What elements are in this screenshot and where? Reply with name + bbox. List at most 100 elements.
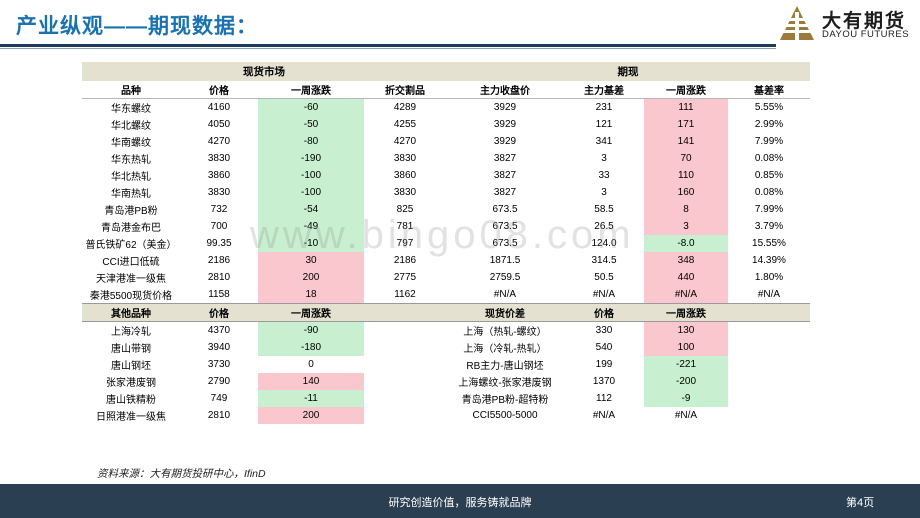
- table-row: CCI进口低硫 2186 30 2186 1871.5 314.5 348 14.39%: [82, 252, 810, 269]
- table-cell: 18: [258, 286, 364, 304]
- table-cell: 0.85%: [754, 170, 784, 181]
- table-cell: 上海冷轧: [111, 327, 151, 338]
- table-cell: #N/A: [674, 410, 698, 421]
- title-divider-thin: [0, 48, 776, 49]
- column-header: 一周涨跌: [644, 81, 728, 99]
- table-cell: 2186: [393, 255, 417, 266]
- table-cell: RB主力-唐山钢坯: [466, 361, 544, 372]
- table-cell: 673.5: [492, 204, 518, 215]
- table-cell: 3.79%: [754, 221, 784, 232]
- table-cell: 111: [644, 98, 728, 116]
- company-logo: 大有期货 DAYOU FUTURES: [778, 4, 918, 44]
- table-cell: 青岛港PB粉-超特粉: [461, 395, 549, 406]
- column-header-row: 品种 价格 一周涨跌 折交割品 主力收盘价 主力基差 一周涨跌 基差率: [82, 81, 810, 99]
- table-cell: [728, 373, 810, 390]
- table-row: 日照港准一级焦 2810 200 CCI5500-5000 #N/A #N/A: [82, 407, 810, 424]
- table-cell: 0: [308, 359, 314, 370]
- table-row: 张家港废钢 2790 140 上海螺纹-张家港废钢 1370 -200: [82, 373, 810, 390]
- column-header: 折交割品: [364, 81, 446, 99]
- table-row: 青岛港PB粉 732 -54 825 673.5 58.5 8 7.99%: [82, 201, 810, 218]
- table-cell: 青岛港PB粉: [104, 206, 158, 217]
- table-cell: 3: [644, 218, 728, 235]
- table-cell: 3830: [393, 187, 417, 198]
- table-cell: 4289: [393, 102, 417, 113]
- secondary-header-row: 其他品种 价格 一周涨跌 现货价差 价格 一周涨跌: [82, 303, 810, 322]
- table-cell: [728, 407, 810, 424]
- table-cell: 2775: [393, 272, 417, 283]
- table-cell: 341: [595, 136, 613, 147]
- table-cell: 99.35: [206, 238, 232, 249]
- table-cell: 上海（冷轧-热轧）: [463, 344, 547, 355]
- table-cell: 4160: [207, 102, 231, 113]
- table-cell: 130: [644, 321, 728, 339]
- table-cell: 2810: [207, 272, 231, 283]
- table-cell: 673.5: [492, 221, 518, 232]
- table-cell: [728, 339, 810, 356]
- table-cell: 171: [644, 116, 728, 133]
- table-cell: 华北热轧: [111, 172, 151, 183]
- table-cell: 3929: [493, 136, 517, 147]
- column-header: 一周涨跌: [258, 81, 364, 99]
- table-cell: 14.39%: [752, 255, 786, 266]
- table-cell: 1.80%: [754, 272, 784, 283]
- table-cell: 50.5: [594, 272, 614, 283]
- table-cell: -50: [258, 116, 364, 133]
- table-cell: -10: [258, 235, 364, 252]
- table-cell: 732: [210, 204, 228, 215]
- table-cell: 5.55%: [754, 102, 784, 113]
- table-cell: 231: [595, 102, 613, 113]
- table-cell: 唐山带钢: [111, 344, 151, 355]
- table-cell: #N/A: [592, 410, 616, 421]
- table-cell: 3: [601, 187, 607, 198]
- table-cell: -54: [258, 201, 364, 218]
- table-cell: 4370: [207, 325, 231, 336]
- table-cell: 124.0: [591, 238, 617, 249]
- table-cell: 日照港准一级焦: [96, 412, 166, 423]
- logo-name-en: DAYOU FUTURES: [822, 29, 910, 40]
- table-cell: 15.55%: [752, 238, 786, 249]
- table-cell: -9: [644, 390, 728, 407]
- table-cell: 33: [598, 170, 610, 181]
- table-row: 华北热轧 3860 -100 3860 3827 33 110 0.85%: [82, 167, 810, 184]
- table-row: 秦港5500现货价格 1158 18 1162 #N/A #N/A #N/A #N/A: [82, 286, 810, 304]
- table-cell: 0.08%: [754, 187, 784, 198]
- table-cell: -100: [258, 184, 364, 201]
- table-cell: 30: [258, 252, 364, 269]
- table-cell: 张家港废钢: [106, 378, 156, 389]
- table-cell: [364, 339, 446, 356]
- table-cell: 110: [644, 167, 728, 184]
- table-cell: 3830: [207, 187, 231, 198]
- table-cell: 2759.5: [489, 272, 521, 283]
- table-cell: 160: [644, 184, 728, 201]
- table-cell: [364, 407, 446, 424]
- table-cell: 700: [210, 221, 228, 232]
- table-cell: [364, 356, 446, 373]
- table-cell: 青岛港金布巴: [101, 223, 161, 234]
- title-divider: [0, 44, 776, 47]
- table-cell: 华南螺纹: [111, 138, 151, 149]
- table-cell: [364, 373, 446, 390]
- table-cell: 348: [644, 252, 728, 269]
- table-row: 华东螺纹 4160 -60 4289 3929 231 111 5.55%: [82, 98, 810, 116]
- table-cell: 797: [396, 238, 414, 249]
- column-header: 价格: [180, 303, 258, 322]
- section-futures: 期现: [446, 62, 810, 81]
- section-spot-market: 现货市场: [82, 62, 446, 81]
- table-cell: 440: [644, 269, 728, 286]
- footer-slogan: 研究创造价值，服务铸就品牌: [388, 497, 532, 509]
- table-cell: #N/A: [446, 286, 564, 304]
- table-cell: 唐山铁精粉: [106, 395, 156, 406]
- table-cell: 3827: [493, 187, 517, 198]
- table-row: 唐山带钢 3940 -180 上海（冷轧-热轧） 540 100: [82, 339, 810, 356]
- table-row: 华东热轧 3830 -190 3830 3827 3 70 0.08%: [82, 150, 810, 167]
- table-cell: -11: [258, 390, 364, 407]
- table-cell: #N/A: [728, 286, 810, 304]
- column-header: 基差率: [728, 81, 810, 99]
- table-cell: 2186: [207, 255, 231, 266]
- table-cell: 7.99%: [754, 136, 784, 147]
- table-cell: 华北螺纹: [111, 121, 151, 132]
- table-cell: -180: [258, 339, 364, 356]
- table-cell: 华东螺纹: [111, 104, 151, 115]
- table-row: 华北螺纹 4050 -50 4255 3929 121 171 2.99%: [82, 116, 810, 133]
- table-cell: 3830: [207, 153, 231, 164]
